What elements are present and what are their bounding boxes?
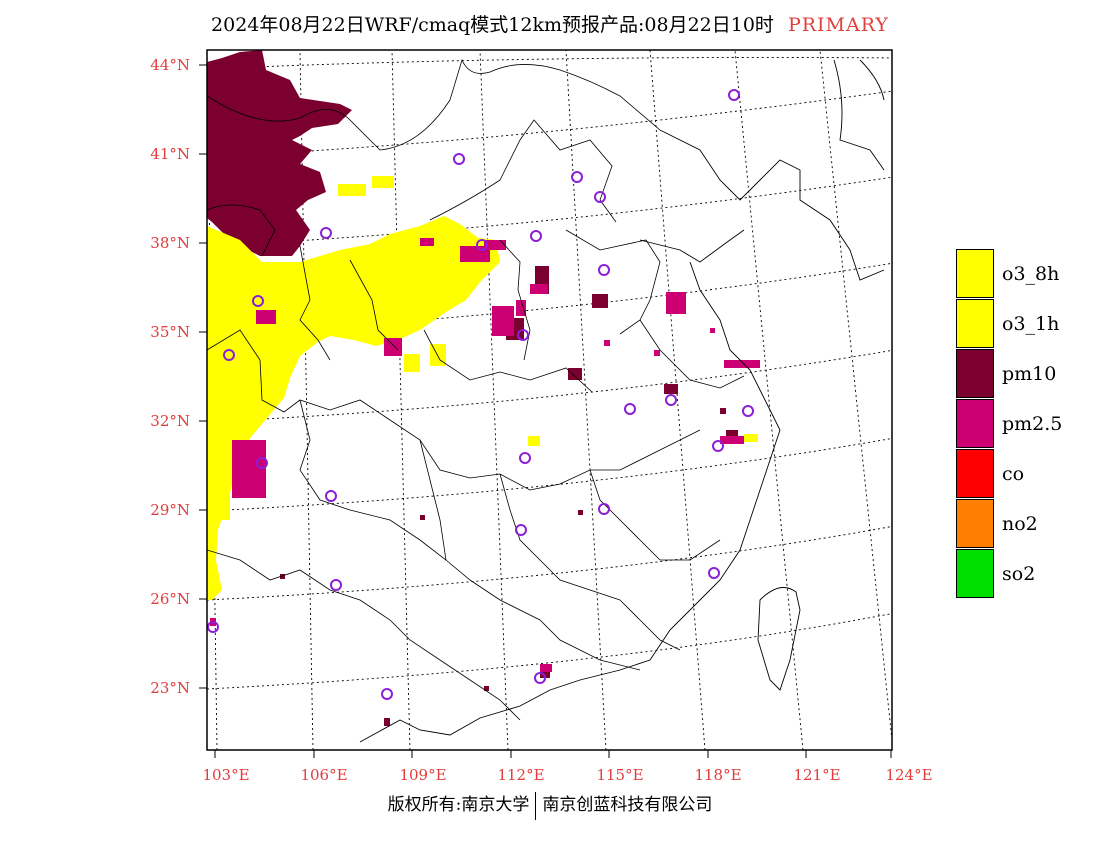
legend-swatch-so2 <box>956 549 994 598</box>
lat-label-32n: 32°N <box>150 412 190 430</box>
lon-label-121e: 121°E <box>793 766 841 784</box>
lon-label-106e: 106°E <box>300 766 348 784</box>
legend-label-pm25: pm2.5 <box>1002 413 1063 435</box>
lat-label-35n: 35°N <box>150 323 190 341</box>
lon-label-115e: 115°E <box>596 766 644 784</box>
pm10-field <box>207 50 738 726</box>
map-frame <box>206 49 893 751</box>
legend-swatch-co <box>956 449 994 498</box>
monitoring-stations <box>207 89 754 700</box>
legend-swatch-o3-1h <box>956 299 994 348</box>
copyright-left: 版权所有:南京大学 <box>387 795 530 815</box>
lat-label-23n: 23°N <box>150 679 190 697</box>
lon-ticks <box>214 750 892 758</box>
legend-label-co: co <box>1002 463 1025 485</box>
o3-field <box>207 176 758 600</box>
coastline <box>359 59 885 743</box>
province-boundaries <box>207 58 745 721</box>
lat-label-26n: 26°N <box>150 590 190 608</box>
lat-label-44n: 44°N <box>150 56 190 74</box>
lat-label-29n: 29°N <box>150 501 190 519</box>
legend-swatch-no2 <box>956 499 994 548</box>
footer-separator <box>535 791 537 820</box>
lon-label-109e: 109°E <box>399 766 447 784</box>
legend-label-o3-1h: o3_1h <box>1002 313 1060 335</box>
legend-label-pm10: pm10 <box>1002 363 1057 385</box>
map-title: 2024年08月22日WRF/cmaq模式12km预报产品:08月22日10时 P… <box>0 10 1100 37</box>
lat-label-41n: 41°N <box>150 145 190 163</box>
lon-label-118e: 118°E <box>694 766 742 784</box>
lat-ticks <box>199 64 207 689</box>
longitude-gridlines <box>207 50 892 750</box>
legend-label-no2: no2 <box>1002 513 1038 535</box>
legend-swatch-pm10 <box>956 349 994 398</box>
legend-swatch-o3-8h <box>956 249 994 298</box>
copyright-right: 南京创蓝科技有限公司 <box>542 795 713 815</box>
primary-tag: PRIMARY <box>787 14 889 36</box>
legend-label-o3-8h: o3_8h <box>1002 263 1060 285</box>
lon-label-124e: 124°E <box>885 766 933 784</box>
copyright-footer: 版权所有:南京大学 南京创蓝科技有限公司 <box>0 790 1100 820</box>
legend-label-so2: so2 <box>1002 563 1036 585</box>
lat-label-38n: 38°N <box>150 234 190 252</box>
lon-label-112e: 112°E <box>497 766 545 784</box>
pm25-field <box>210 238 760 672</box>
lon-label-103e: 103°E <box>202 766 250 784</box>
legend-swatch-pm25 <box>956 399 994 448</box>
map-title-text: 2024年08月22日WRF/cmaq模式12km预报产品:08月22日10时 <box>211 14 774 36</box>
